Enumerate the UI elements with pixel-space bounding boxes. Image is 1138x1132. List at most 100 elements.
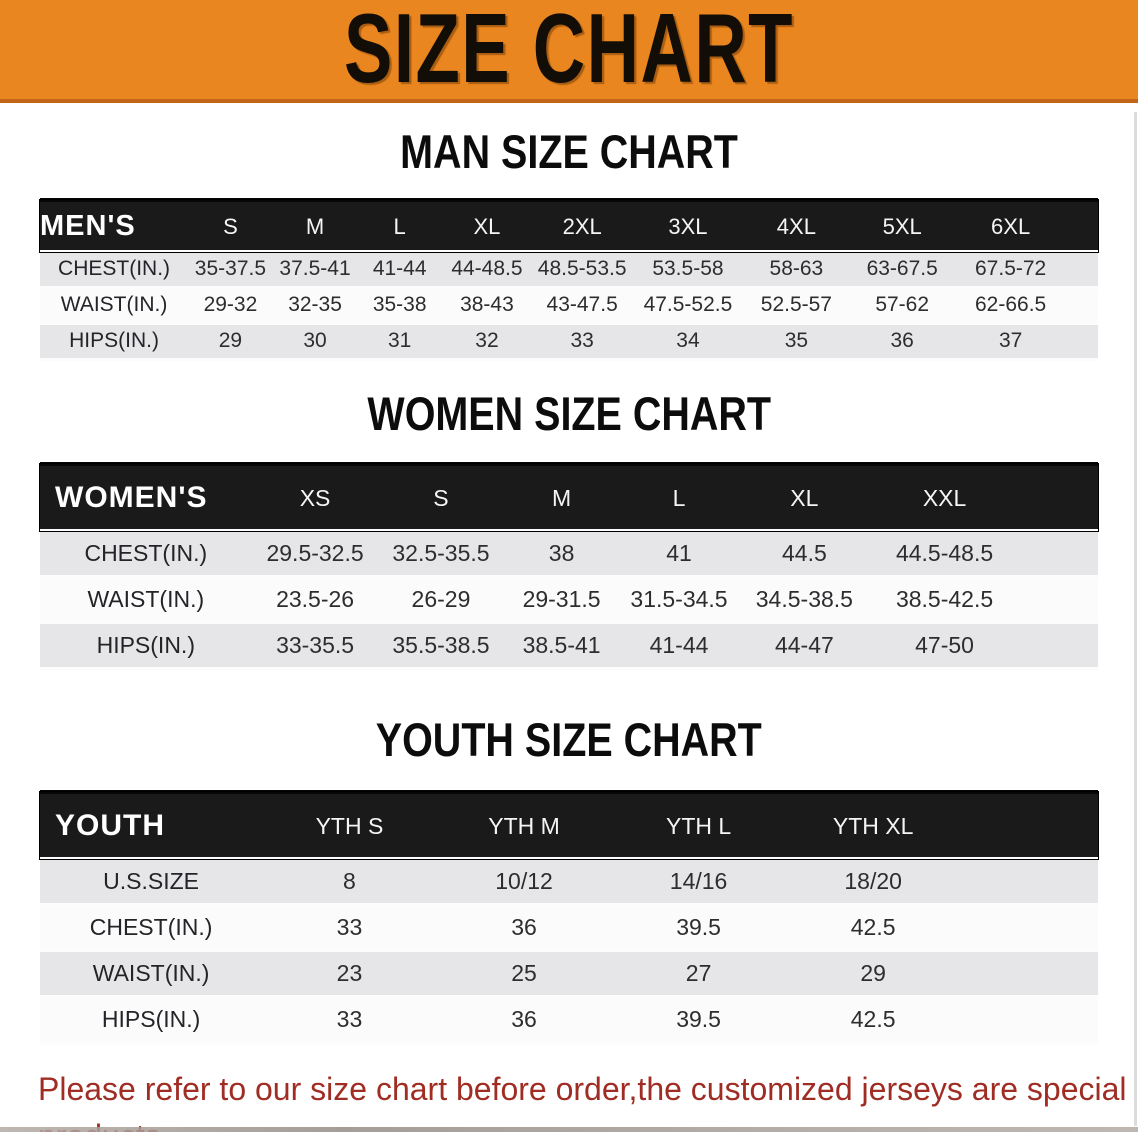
size-column-header: L (672, 484, 686, 511)
table-row: CHEST(IN.) 33 36 39.5 42.5 (40, 904, 1098, 951)
size-value: 38.5-42.5 (895, 586, 994, 612)
size-value: 44-47 (774, 632, 834, 658)
size-value: 57-62 (875, 293, 930, 316)
size-value: 34.5-38.5 (755, 586, 853, 612)
filler-cell (960, 905, 1098, 951)
filler-cell (1019, 531, 1098, 577)
table-row: WAIST(IN.) 29-32 32-35 35-38 38-43 43-47.5 47.… (40, 287, 1098, 324)
size-column-header: 5XL (882, 213, 922, 239)
row-label: WAIST(IN.) (92, 960, 210, 986)
size-value: 35-37.5 (194, 257, 267, 280)
filler-cell (1066, 324, 1098, 360)
size-value: 33 (570, 329, 594, 352)
size-value: 27 (685, 960, 712, 986)
row-label: CHEST(IN.) (58, 257, 171, 280)
filler-cell (960, 792, 1098, 859)
women-section-heading-text: WOMEN SIZE CHART (367, 387, 771, 440)
size-column-header: M (551, 484, 572, 511)
size-value: 52.5-57 (760, 293, 832, 316)
disclaimer: Please refer to our size chart before or… (0, 1066, 1138, 1132)
size-value: 8 (343, 868, 356, 894)
row-label: HIPS(IN.) (96, 632, 195, 658)
size-column-header: S (433, 484, 449, 511)
size-value: 58-63 (769, 257, 824, 280)
table-header-row: YOUTH YTH S YTH M YTH L YTH XL (39, 791, 1099, 860)
filler-cell (1019, 577, 1098, 623)
table-row: HIPS(IN.) 33-35.5 35.5-38.5 38.5-41 41-44 44-… (40, 622, 1098, 669)
table-row: WAIST(IN.) 23.5-26 26-29 29-31.5 31.5-34.5 34… (40, 576, 1098, 623)
size-column-header: XXL (922, 484, 967, 511)
size-chart-banner: SIZE CHART (0, 0, 1138, 103)
filler-cell (960, 859, 1098, 905)
banner-title: SIZE CHART (344, 0, 794, 103)
table-header-row: MEN'S S M L XL 2XL 3XL 4XL 5XL 6XL (39, 199, 1099, 253)
size-value: 41-44 (372, 257, 427, 280)
size-value: 26-29 (411, 586, 471, 612)
row-label: WAIST(IN.) (87, 586, 205, 612)
size-value: 44.5 (781, 540, 827, 566)
size-column-header: 4XL (776, 213, 816, 239)
size-value: 25 (511, 960, 537, 986)
table-row: CHEST(IN.) 35-37.5 37.5-41 41-44 44-48.5 48.5… (40, 251, 1098, 288)
size-value: 14/16 (669, 868, 728, 894)
filler-cell (960, 951, 1098, 997)
size-column-header: YTH XL (832, 812, 914, 839)
table-header-label: MEN'S (40, 210, 136, 242)
size-value: 35.5-38.5 (392, 632, 490, 658)
size-column-header: M (305, 213, 325, 239)
filler-cell (1066, 288, 1098, 324)
row-label: CHEST(IN.) (84, 540, 208, 566)
youth-section-heading: YOUTH SIZE CHART (0, 716, 1138, 763)
size-value: 36 (890, 329, 914, 352)
size-value: 31.5-34.5 (630, 586, 728, 612)
size-column-header: XL (790, 484, 819, 511)
size-value: 29 (860, 960, 886, 986)
size-value: 38.5-41 (522, 632, 601, 658)
size-value: 34 (676, 329, 700, 352)
table-row: HIPS(IN.) 29 30 31 32 33 34 35 36 37 (40, 323, 1098, 360)
youth-section-heading-text: YOUTH SIZE CHART (375, 713, 763, 766)
size-value: 36 (511, 914, 537, 940)
man-section-heading-text: MAN SIZE CHART (400, 125, 738, 178)
man-section-heading: MAN SIZE CHART (0, 128, 1138, 175)
size-column-header: S (223, 213, 238, 239)
size-value: 47-50 (915, 632, 974, 658)
table-header-label: WOMEN'S (55, 481, 208, 514)
size-value: 23.5-26 (276, 586, 355, 612)
size-value: 41-44 (649, 632, 709, 658)
size-column-header: YTH L (665, 812, 732, 839)
table-row: HIPS(IN.) 33 36 39.5 42.5 (40, 996, 1098, 1043)
table-row: WAIST(IN.) 23 25 27 29 (40, 950, 1098, 997)
size-value: 41 (666, 540, 692, 566)
size-value: 18/20 (844, 868, 902, 894)
row-label: U.S.SIZE (103, 868, 200, 894)
size-column-header: XL (473, 213, 501, 239)
size-value: 39.5 (676, 1006, 721, 1032)
size-value: 37 (998, 329, 1023, 352)
size-value: 44-48.5 (451, 257, 523, 280)
size-value: 35 (784, 329, 809, 352)
size-column-header: YTH S (315, 812, 384, 839)
size-value: 53.5-58 (652, 257, 724, 280)
youth-size-table: YOUTH YTH S YTH M YTH L YTH XL U.S.SIZE 8 10/12… (39, 790, 1099, 1044)
size-column-header: 2XL (562, 213, 602, 239)
row-label: HIPS(IN.) (69, 329, 159, 352)
size-value: 29 (218, 329, 243, 352)
size-value: 35-38 (372, 293, 427, 316)
size-value: 33 (336, 914, 363, 940)
size-value: 29-32 (203, 293, 258, 316)
size-value: 32 (475, 329, 499, 352)
table-header-row: WOMEN'S XS S M L XL XXL (39, 463, 1099, 532)
size-column-header: L (393, 213, 406, 239)
row-label: CHEST(IN.) (89, 914, 213, 940)
size-column-header: XS (299, 484, 331, 511)
size-value: 29-31.5 (522, 586, 601, 612)
size-value: 67.5-72 (975, 257, 1047, 280)
size-column-header: YTH M (488, 812, 560, 839)
size-value: 43-47.5 (546, 293, 618, 316)
size-value: 29.5-32.5 (266, 540, 364, 566)
row-label: WAIST(IN.) (60, 293, 168, 316)
size-value: 63-67.5 (866, 257, 938, 280)
women-section-heading: WOMEN SIZE CHART (0, 390, 1138, 437)
image-right-edge-line (1134, 112, 1137, 1126)
